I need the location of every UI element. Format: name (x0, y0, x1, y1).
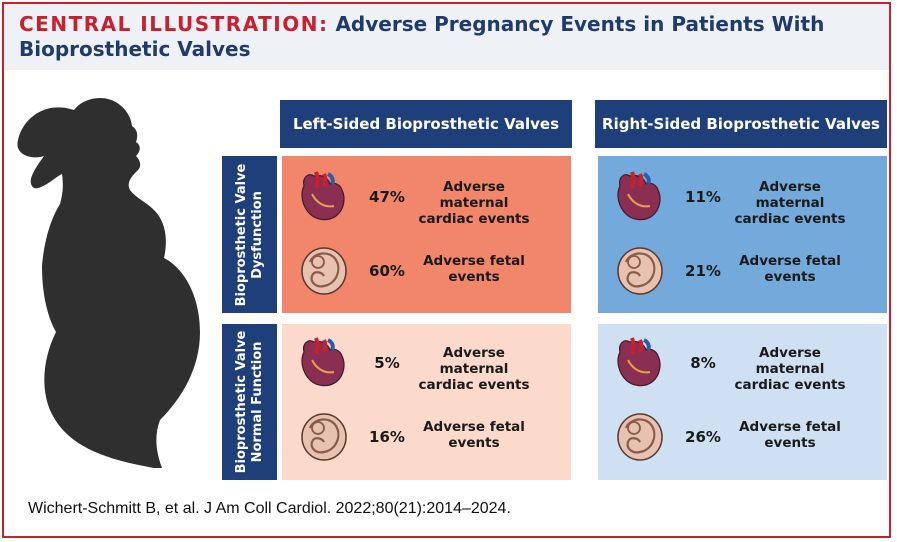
row-header-normal-function: Bioprosthetic Valve Normal Function (222, 324, 277, 480)
row-header-normal-line2: Normal Function (249, 341, 265, 463)
heart-icon (617, 171, 661, 221)
fetal-line2: events (448, 435, 500, 451)
fetus-icon (617, 413, 663, 461)
heart-icon (301, 337, 345, 387)
fetal-description: Adverse fetal events (724, 419, 856, 451)
pregnant-woman-silhouette-icon (17, 98, 200, 468)
row-header-normal-line1: Bioprosthetic Valve (233, 330, 249, 474)
fetal-description: Adverse fetal events (408, 419, 540, 451)
fetal-event-item: 21% Adverse fetal events (598, 242, 887, 302)
maternal-line1: Adverse maternal (439, 345, 509, 377)
maternal-percent: 47% (369, 188, 405, 206)
maternal-line1: Adverse maternal (755, 179, 825, 211)
fetal-percent: 21% (685, 262, 721, 280)
row-header-dysfunction-line2: Dysfunction (249, 190, 265, 279)
maternal-description: Adverse maternal cardiac events (408, 179, 540, 227)
maternal-event-item: 11% Adverse maternal cardiac events (598, 168, 887, 228)
maternal-line1: Adverse maternal (755, 345, 825, 377)
heart-icon (617, 337, 661, 387)
title-prefix: CENTRAL ILLUSTRATION: (19, 12, 329, 36)
maternal-event-item: 47% Adverse maternal cardiac events (282, 168, 571, 228)
cell-right-dysfunction: 11% Adverse maternal cardiac events 21% … (598, 156, 887, 313)
fetal-line2: events (448, 269, 500, 285)
cell-right-normal-function: 8% Adverse maternal cardiac events 26% A… (598, 324, 887, 480)
fetus-icon (301, 413, 347, 461)
maternal-description: Adverse maternal cardiac events (724, 345, 856, 393)
fetus-icon (301, 247, 347, 295)
maternal-event-item: 8% Adverse maternal cardiac events (598, 334, 887, 394)
fetal-description: Adverse fetal events (724, 253, 856, 285)
maternal-line2: cardiac events (734, 377, 846, 393)
row-header-dysfunction: Bioprosthetic Valve Dysfunction (222, 156, 277, 313)
fetal-percent: 60% (369, 262, 405, 280)
maternal-line2: cardiac events (418, 377, 530, 393)
fetal-line1: Adverse fetal (739, 419, 841, 435)
maternal-description: Adverse maternal cardiac events (408, 345, 540, 393)
maternal-event-item: 5% Adverse maternal cardiac events (282, 334, 571, 394)
fetal-line2: events (764, 269, 816, 285)
fetal-line1: Adverse fetal (739, 253, 841, 269)
cell-left-dysfunction: 47% Adverse maternal cardiac events 60% … (282, 156, 571, 313)
heart-icon (301, 171, 345, 221)
maternal-line2: cardiac events (418, 211, 530, 227)
fetal-description: Adverse fetal events (408, 253, 540, 285)
fetal-event-item: 26% Adverse fetal events (598, 408, 887, 468)
maternal-description: Adverse maternal cardiac events (724, 179, 856, 227)
title-banner: CENTRAL ILLUSTRATION: Adverse Pregnancy … (4, 4, 889, 70)
page-title: CENTRAL ILLUSTRATION: Adverse Pregnancy … (19, 12, 879, 62)
cell-left-normal-function: 5% Adverse maternal cardiac events 16% A… (282, 324, 571, 480)
row-header-dysfunction-line1: Bioprosthetic Valve (233, 163, 249, 306)
column-header-right-sided: Right-Sided Bioprosthetic Valves (595, 100, 887, 148)
fetal-percent: 26% (685, 428, 721, 446)
title-text: Adverse Pregnancy Events in Patients Wit… (19, 12, 825, 61)
fetal-line1: Adverse fetal (423, 253, 525, 269)
fetus-icon (617, 247, 663, 295)
fetal-percent: 16% (369, 428, 405, 446)
maternal-percent: 11% (685, 188, 721, 206)
citation: Wichert-Schmitt B, et al. J Am Coll Card… (28, 500, 511, 517)
fetal-event-item: 60% Adverse fetal events (282, 242, 571, 302)
column-header-left-sided: Left-Sided Bioprosthetic Valves (280, 100, 572, 148)
maternal-percent: 8% (690, 354, 716, 372)
fetal-event-item: 16% Adverse fetal events (282, 408, 571, 468)
maternal-percent: 5% (374, 354, 400, 372)
maternal-line2: cardiac events (734, 211, 846, 227)
fetal-line1: Adverse fetal (423, 419, 525, 435)
fetal-line2: events (764, 435, 816, 451)
maternal-line1: Adverse maternal (439, 179, 509, 211)
